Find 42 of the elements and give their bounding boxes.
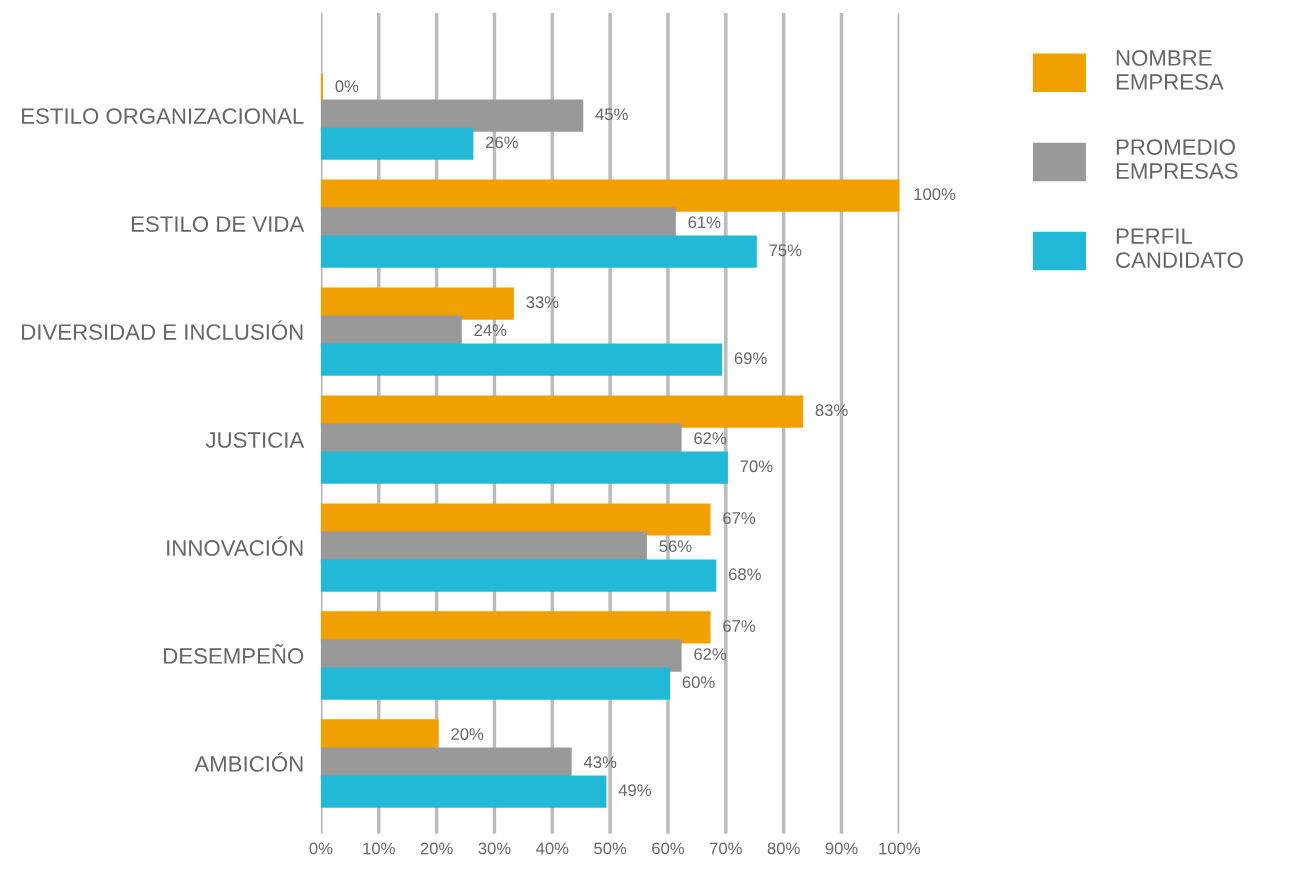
data-label: 67% — [723, 512, 756, 524]
y-tick-label: DIVERSIDAD E INCLUSIÓN — [22, 320, 303, 340]
y-tick-label: AMBICIÓN — [194, 752, 303, 772]
data-label: 100% — [914, 188, 956, 201]
data-label: 61% — [688, 216, 721, 229]
data-label: 83% — [815, 404, 848, 416]
data-label: 68% — [728, 568, 761, 581]
x-tick-label: 0% — [309, 842, 333, 855]
x-tick-label: 40% — [535, 842, 569, 855]
data-label: 62% — [694, 648, 727, 661]
x-tick-label: 10% — [363, 842, 395, 855]
data-label: 26% — [486, 136, 518, 149]
data-label: 69% — [734, 352, 767, 365]
data-label: 56% — [659, 540, 692, 553]
legend-label: PROMEDIO EMPRESAS — [1116, 139, 1238, 179]
y-tick-label: INNOVACIÓN — [167, 536, 303, 556]
y-tick-label: ESTILO ORGANIZACIONAL — [22, 108, 304, 124]
legend-label: NOMBRE EMPRESA — [1116, 50, 1224, 90]
data-label: 33% — [526, 296, 559, 309]
data-label: 49% — [618, 784, 651, 797]
data-label: 67% — [723, 620, 756, 632]
data-label: 60% — [682, 676, 715, 689]
x-tick-label: 20% — [420, 842, 453, 855]
data-label: 43% — [583, 756, 617, 768]
data-label: 62% — [694, 432, 727, 445]
y-tick-label: DESEMPEÑO — [164, 644, 304, 664]
x-tick-label: 70% — [709, 842, 742, 855]
x-tick-label: 90% — [825, 842, 858, 855]
data-label: 75% — [769, 244, 802, 257]
legend-label: PERFIL CANDIDATO — [1116, 228, 1243, 268]
data-label: 70% — [740, 460, 773, 473]
data-label: 45% — [595, 108, 628, 121]
y-tick-label: ESTILO DE VIDA — [131, 216, 305, 232]
x-tick-label: 100% — [879, 842, 921, 855]
x-tick-label: 80% — [767, 842, 800, 855]
data-label: 24% — [474, 324, 507, 337]
x-tick-label: 50% — [594, 842, 627, 855]
x-tick-label: 30% — [478, 842, 511, 855]
y-tick-label: JUSTICIA — [205, 432, 305, 448]
x-tick-label: 60% — [652, 842, 685, 855]
data-label: 20% — [451, 728, 484, 740]
data-label: 0% — [335, 80, 359, 93]
